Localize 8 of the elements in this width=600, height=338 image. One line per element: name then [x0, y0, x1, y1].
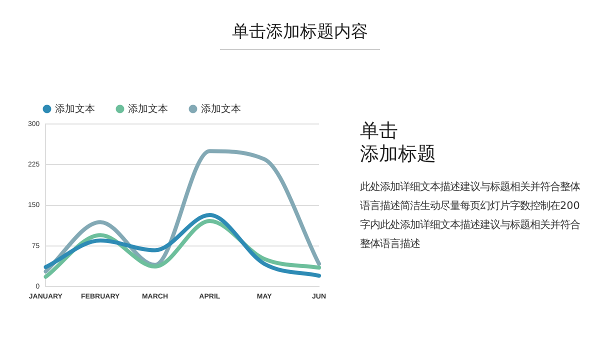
legend-label: 添加文本	[201, 102, 241, 115]
legend-label: 添加文本	[55, 102, 95, 115]
chart-title: 单击添加标题内容	[220, 20, 380, 50]
legend-label: 添加文本	[128, 102, 168, 115]
text: 单击	[360, 120, 399, 143]
line-series	[44, 149, 321, 274]
text: 添加标题	[360, 143, 437, 166]
text: 此处添加详细文本描述建议与标题相关并符合整体语言描述简洁生动尽量每页幻灯片字数控制在200字内此处添加详细文本描述建议与标题相关并符合整体语言描述	[360, 180, 581, 252]
